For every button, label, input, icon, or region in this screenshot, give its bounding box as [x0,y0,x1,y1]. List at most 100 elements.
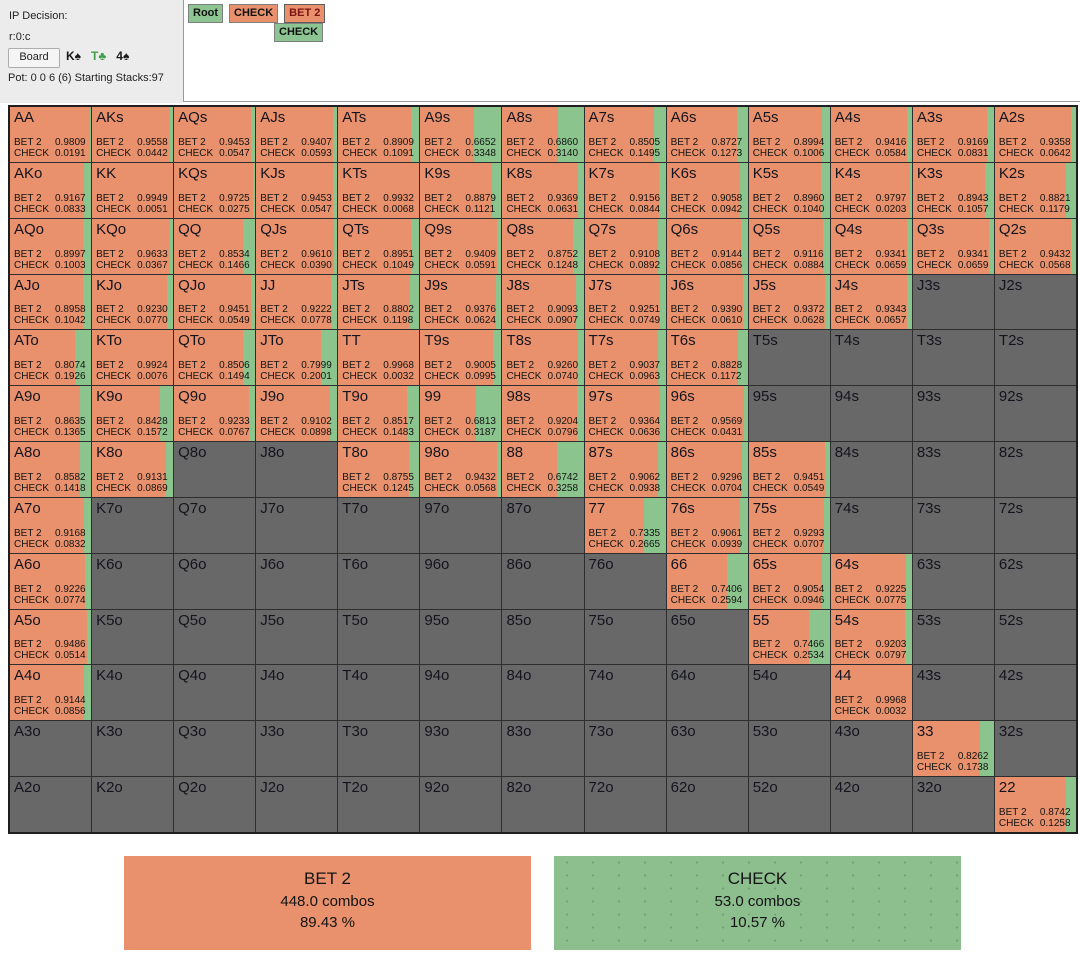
hand-cell-K2o[interactable]: K2o [92,777,174,832]
hand-cell-ATs[interactable]: ATs BET 2 0.8909 CHECK 0.1091 [338,107,420,162]
hand-cell-K4s[interactable]: K4s BET 2 0.9797 CHECK 0.0203 [830,162,912,218]
hand-cell-86o[interactable]: 86o [502,553,584,609]
hand-cell-A4s[interactable]: A4s BET 2 0.9416 CHECK 0.0584 [830,107,912,162]
hand-cell-A8o[interactable]: A8o BET 2 0.8582 CHECK 0.1418 [10,442,92,497]
hand-cell-A2s[interactable]: A2s BET 2 0.9358 CHECK 0.0642 [994,107,1076,162]
hand-cell-72o[interactable]: 72o [584,777,666,832]
hand-cell-64s[interactable]: 64s BET 2 0.9225 CHECK 0.0775 [830,553,912,609]
hand-cell-Q6o[interactable]: Q6o [174,553,256,609]
hand-cell-Q8s[interactable]: Q8s BET 2 0.8752 CHECK 0.1248 [502,218,584,274]
hand-cell-J6o[interactable]: J6o [256,553,338,609]
hand-cell-KTs[interactable]: KTs BET 2 0.9932 CHECK 0.0068 [338,162,420,218]
hand-cell-K8s[interactable]: K8s BET 2 0.9369 CHECK 0.0631 [502,162,584,218]
tree-node-bet2[interactable]: BET 2 [284,4,326,23]
hand-cell-96o[interactable]: 96o [420,553,502,609]
hand-cell-Q8o[interactable]: Q8o [174,442,256,497]
hand-cell-A6s[interactable]: A6s BET 2 0.8727 CHECK 0.1273 [666,107,748,162]
hand-cell-KJs[interactable]: KJs BET 2 0.9453 CHECK 0.0547 [256,162,338,218]
hand-cell-T9s[interactable]: T9s BET 2 0.9005 CHECK 0.0995 [420,330,502,386]
hand-cell-J3o[interactable]: J3o [256,721,338,777]
hand-cell-83o[interactable]: 83o [502,721,584,777]
hand-cell-KQo[interactable]: KQo BET 2 0.9633 CHECK 0.0367 [92,218,174,274]
hand-cell-K3o[interactable]: K3o [92,721,174,777]
hand-cell-98o[interactable]: 98o BET 2 0.9432 CHECK 0.0568 [420,442,502,497]
hand-cell-JJ[interactable]: JJ BET 2 0.9222 CHECK 0.0778 [256,274,338,330]
hand-cell-QTs[interactable]: QTs BET 2 0.8951 CHECK 0.1049 [338,218,420,274]
hand-cell-AKo[interactable]: AKo BET 2 0.9167 CHECK 0.0833 [10,162,92,218]
hand-cell-QJo[interactable]: QJo BET 2 0.9451 CHECK 0.0549 [174,274,256,330]
hand-cell-A3o[interactable]: A3o [10,721,92,777]
hand-cell-63s[interactable]: 63s [912,553,994,609]
hand-cell-73o[interactable]: 73o [584,721,666,777]
bet2-summary-box[interactable]: BET 2 448.0 combos 89.43 % [124,856,531,950]
hand-cell-K3s[interactable]: K3s BET 2 0.8943 CHECK 0.1057 [912,162,994,218]
hand-cell-JTs[interactable]: JTs BET 2 0.8802 CHECK 0.1198 [338,274,420,330]
hand-cell-85o[interactable]: 85o [502,609,584,665]
hand-cell-85s[interactable]: 85s BET 2 0.9451 CHECK 0.0549 [748,442,830,497]
hand-cell-44[interactable]: 44 BET 2 0.9968 CHECK 0.0032 [830,665,912,721]
hand-cell-K5o[interactable]: K5o [92,609,174,665]
hand-cell-43o[interactable]: 43o [830,721,912,777]
hand-cell-J8o[interactable]: J8o [256,442,338,497]
hand-cell-K9o[interactable]: K9o BET 2 0.8428 CHECK 0.1572 [92,386,174,442]
hand-cell-K6s[interactable]: K6s BET 2 0.9058 CHECK 0.0942 [666,162,748,218]
hand-cell-T2s[interactable]: T2s [994,330,1076,386]
hand-cell-75o[interactable]: 75o [584,609,666,665]
hand-cell-J2s[interactable]: J2s [994,274,1076,330]
hand-cell-K2s[interactable]: K2s BET 2 0.8821 CHECK 0.1179 [994,162,1076,218]
hand-cell-J9o[interactable]: J9o BET 2 0.9102 CHECK 0.0898 [256,386,338,442]
hand-cell-94s[interactable]: 94s [830,386,912,442]
hand-cell-Q4o[interactable]: Q4o [174,665,256,721]
hand-cell-54s[interactable]: 54s BET 2 0.9203 CHECK 0.0797 [830,609,912,665]
hand-cell-75s[interactable]: 75s BET 2 0.9293 CHECK 0.0707 [748,497,830,553]
hand-cell-T7s[interactable]: T7s BET 2 0.9037 CHECK 0.0963 [584,330,666,386]
hand-cell-Q7o[interactable]: Q7o [174,497,256,553]
hand-cell-KK[interactable]: KK BET 2 0.9949 CHECK 0.0051 [92,162,174,218]
hand-cell-A2o[interactable]: A2o [10,777,92,832]
hand-cell-T6s[interactable]: T6s BET 2 0.8828 CHECK 0.1172 [666,330,748,386]
hand-cell-QQ[interactable]: QQ BET 2 0.8534 CHECK 0.1466 [174,218,256,274]
hand-cell-32o[interactable]: 32o [912,777,994,832]
hand-cell-74s[interactable]: 74s [830,497,912,553]
hand-cell-T9o[interactable]: T9o BET 2 0.8517 CHECK 0.1483 [338,386,420,442]
hand-cell-A8s[interactable]: A8s BET 2 0.6860 CHECK 0.3140 [502,107,584,162]
hand-cell-J7s[interactable]: J7s BET 2 0.9251 CHECK 0.0749 [584,274,666,330]
hand-cell-A9o[interactable]: A9o BET 2 0.8635 CHECK 0.1365 [10,386,92,442]
hand-cell-T4o[interactable]: T4o [338,665,420,721]
hand-cell-65s[interactable]: 65s BET 2 0.9054 CHECK 0.0946 [748,553,830,609]
hand-cell-22[interactable]: 22 BET 2 0.8742 CHECK 0.1258 [994,777,1076,832]
hand-cell-72s[interactable]: 72s [994,497,1076,553]
hand-cell-K6o[interactable]: K6o [92,553,174,609]
hand-cell-64o[interactable]: 64o [666,665,748,721]
hand-cell-73s[interactable]: 73s [912,497,994,553]
hand-cell-93o[interactable]: 93o [420,721,502,777]
hand-cell-Q3o[interactable]: Q3o [174,721,256,777]
hand-cell-KJo[interactable]: KJo BET 2 0.9230 CHECK 0.0770 [92,274,174,330]
hand-cell-92o[interactable]: 92o [420,777,502,832]
hand-cell-Q3s[interactable]: Q3s BET 2 0.9341 CHECK 0.0659 [912,218,994,274]
hand-cell-55[interactable]: 55 BET 2 0.7466 CHECK 0.2534 [748,609,830,665]
hand-cell-T8s[interactable]: T8s BET 2 0.9260 CHECK 0.0740 [502,330,584,386]
hand-cell-AJo[interactable]: AJo BET 2 0.8958 CHECK 0.1042 [10,274,92,330]
hand-cell-95s[interactable]: 95s [748,386,830,442]
hand-cell-Q5o[interactable]: Q5o [174,609,256,665]
hand-cell-77[interactable]: 77 BET 2 0.7335 CHECK 0.2665 [584,497,666,553]
hand-cell-Q6s[interactable]: Q6s BET 2 0.9144 CHECK 0.0856 [666,218,748,274]
hand-cell-T2o[interactable]: T2o [338,777,420,832]
hand-cell-86s[interactable]: 86s BET 2 0.9296 CHECK 0.0704 [666,442,748,497]
check-summary-box[interactable]: CHECK 53.0 combos 10.57 % [554,856,961,950]
hand-cell-T7o[interactable]: T7o [338,497,420,553]
hand-cell-76s[interactable]: 76s BET 2 0.9061 CHECK 0.0939 [666,497,748,553]
hand-cell-87s[interactable]: 87s BET 2 0.9062 CHECK 0.0938 [584,442,666,497]
hand-cell-66[interactable]: 66 BET 2 0.7406 CHECK 0.2594 [666,553,748,609]
hand-cell-97o[interactable]: 97o [420,497,502,553]
hand-cell-42s[interactable]: 42s [994,665,1076,721]
hand-cell-74o[interactable]: 74o [584,665,666,721]
hand-cell-83s[interactable]: 83s [912,442,994,497]
hand-cell-K8o[interactable]: K8o BET 2 0.9131 CHECK 0.0869 [92,442,174,497]
hand-cell-32s[interactable]: 32s [994,721,1076,777]
hand-cell-T4s[interactable]: T4s [830,330,912,386]
hand-cell-63o[interactable]: 63o [666,721,748,777]
hand-cell-93s[interactable]: 93s [912,386,994,442]
hand-cell-QTo[interactable]: QTo BET 2 0.8506 CHECK 0.1494 [174,330,256,386]
